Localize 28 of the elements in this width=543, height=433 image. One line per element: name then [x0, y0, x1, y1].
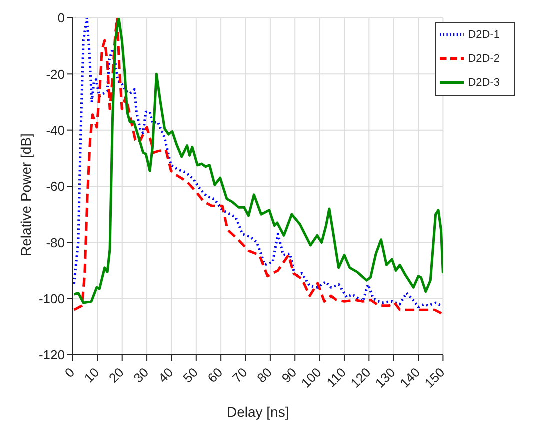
x-tick-label: 100	[298, 364, 324, 391]
x-axis-title: Delay [ns]	[226, 404, 290, 420]
y-axis-title: Relative Power [dB]	[18, 134, 34, 256]
x-tick-label: 50	[180, 364, 201, 386]
x-tick-label: 140	[397, 364, 424, 391]
y-tick-label: -20	[46, 66, 65, 82]
x-tick-label: 150	[422, 364, 448, 391]
y-tick-label: -80	[46, 235, 65, 250]
legend-label: D2D-3	[468, 76, 500, 89]
x-tick-label: 90	[278, 364, 300, 386]
x-tick-label: 10	[81, 364, 102, 386]
x-tick-label: 20	[106, 364, 127, 386]
legend-label: D2D-1	[468, 28, 500, 41]
x-tick-label: 110	[324, 364, 350, 390]
y-tick-label: -60	[46, 179, 65, 194]
x-tick-label: 70	[229, 364, 250, 386]
legend-label: D2D-2	[468, 52, 500, 65]
x-tick-label: 0	[62, 364, 78, 381]
y-tick-label: -120	[38, 348, 65, 363]
x-tick-label: 120	[348, 364, 374, 391]
x-tick-label: 30	[130, 364, 152, 386]
y-tick-label: -100	[38, 291, 65, 306]
x-tick-label: 130	[372, 364, 398, 391]
y-tick-label: 0	[58, 10, 65, 26]
x-tick-label: 40	[155, 364, 176, 386]
y-tick-label: -40	[46, 122, 65, 138]
x-tick-label: 80	[254, 364, 275, 386]
x-tick-label: 60	[204, 364, 226, 386]
